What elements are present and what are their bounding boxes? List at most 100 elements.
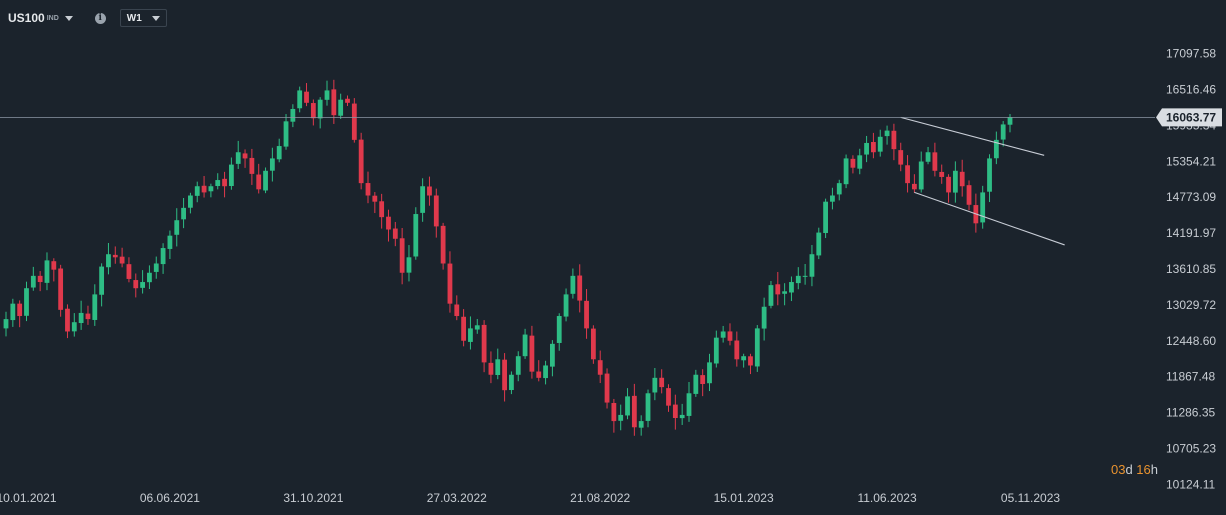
candle — [959, 159, 965, 197]
symbol-selector[interactable]: US100 IND — [8, 11, 73, 25]
candle — [276, 138, 282, 163]
candle — [208, 183, 214, 198]
candle-body — [713, 337, 719, 364]
candle — [536, 360, 542, 382]
candle-body — [17, 303, 23, 317]
candle — [228, 157, 234, 190]
candle — [269, 147, 275, 182]
candle-body — [1000, 124, 1006, 140]
candle-body — [625, 396, 630, 416]
candle-body — [433, 195, 439, 227]
candle-body — [727, 331, 733, 341]
candle — [611, 398, 617, 433]
candle-body — [529, 335, 535, 372]
candle — [3, 311, 9, 337]
candle-body — [672, 404, 678, 419]
candle-body — [775, 284, 781, 295]
candle — [201, 176, 207, 198]
candle — [235, 140, 241, 169]
candle — [1007, 114, 1013, 133]
candle-body — [215, 180, 221, 187]
candle — [188, 192, 193, 214]
candle — [474, 318, 480, 334]
candle — [795, 267, 801, 290]
candle — [802, 263, 808, 285]
candle — [290, 104, 296, 128]
candle — [283, 114, 289, 150]
candle-body — [133, 280, 139, 289]
candle-body — [543, 365, 548, 379]
candle — [932, 142, 938, 177]
candle-body — [509, 374, 514, 391]
candle — [147, 265, 152, 289]
candle-body — [37, 275, 43, 283]
candle — [310, 99, 316, 126]
candle-body — [679, 414, 685, 419]
candle — [577, 264, 583, 313]
candle-body — [181, 207, 186, 220]
candle — [92, 284, 98, 326]
candle — [768, 280, 774, 309]
candle — [365, 171, 371, 204]
candle-body — [406, 257, 412, 273]
candle — [358, 132, 364, 190]
candle — [119, 247, 125, 268]
candle — [515, 351, 521, 382]
candle — [816, 227, 822, 260]
channel-line — [900, 116, 1045, 156]
candle-body — [638, 421, 644, 428]
candle — [242, 149, 248, 168]
x-tick-label: 31.10.2021 — [283, 491, 343, 505]
candle-body — [119, 256, 125, 264]
candle — [304, 83, 309, 107]
candle — [468, 316, 473, 350]
y-tick-label: 16516.46 — [1166, 82, 1216, 96]
x-tick-label: 06.06.2021 — [140, 491, 200, 505]
candle-body — [283, 121, 289, 147]
candle — [17, 300, 23, 328]
candle — [891, 123, 897, 161]
candle — [631, 383, 637, 436]
price-tag-label: 16063.77 — [1166, 110, 1216, 124]
candle-body — [911, 183, 917, 190]
candle-body — [939, 171, 945, 177]
candle-body — [925, 152, 931, 162]
candle — [925, 146, 931, 165]
timeframe-selector[interactable]: W1 — [119, 9, 167, 27]
candle-body — [488, 362, 494, 375]
candle-body — [310, 103, 316, 119]
candle — [652, 368, 658, 401]
candle-countdown: 03d 16h — [1111, 462, 1158, 477]
x-tick-label: 27.03.2022 — [427, 491, 487, 505]
candle — [741, 353, 747, 368]
candle-body — [884, 130, 890, 137]
chart-toolbar: US100 IND i W1 — [0, 0, 428, 36]
chevron-down-icon — [151, 15, 160, 21]
candle — [789, 276, 794, 302]
candle — [99, 263, 105, 307]
candle-body — [502, 359, 507, 391]
candle-body — [461, 316, 467, 341]
candle-body — [304, 91, 309, 103]
candle — [898, 142, 904, 172]
candle — [454, 295, 460, 321]
candle — [461, 309, 467, 347]
candle-body — [58, 268, 64, 310]
candle-body — [317, 99, 323, 119]
candle-body — [918, 161, 924, 190]
candle-body — [707, 362, 712, 384]
x-axis: 10.01.2021 06.06.2021 31.10.2021 27.03.2022… — [0, 491, 1060, 505]
candle-body — [140, 282, 145, 288]
candle — [727, 323, 733, 346]
candle-body — [611, 402, 617, 422]
candle — [590, 325, 596, 364]
candle — [905, 155, 910, 193]
candle — [987, 154, 992, 203]
info-icon[interactable]: i — [94, 12, 106, 24]
candle-body — [222, 178, 227, 187]
candle — [222, 171, 227, 198]
candle — [666, 384, 671, 412]
candle-body — [379, 201, 385, 218]
candle — [399, 228, 405, 285]
